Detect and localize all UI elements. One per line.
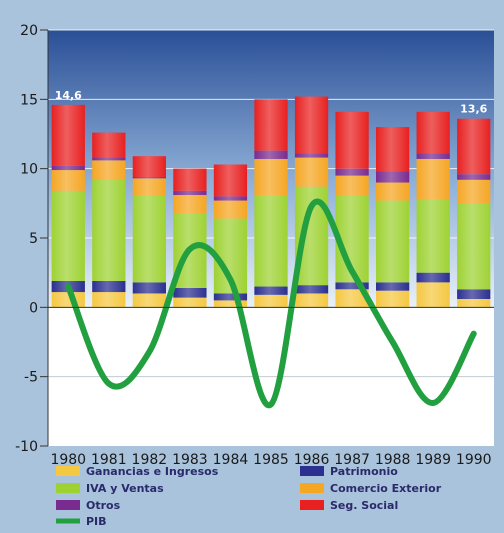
bar-stack-1990 bbox=[457, 118, 491, 308]
data-labels-group: 14,6 13,6 bbox=[55, 89, 488, 116]
legend-item-4: Otros bbox=[56, 499, 121, 512]
y-tick-label--5: -5 bbox=[24, 370, 38, 386]
bar-stack-1987 bbox=[335, 111, 369, 308]
pib-line bbox=[65, 198, 477, 409]
x-tick-label-1988: 1988 bbox=[375, 452, 411, 468]
y-tick-label-15: 15 bbox=[20, 92, 38, 108]
x-tick-label-1984: 1984 bbox=[213, 452, 249, 468]
legend-swatch-3 bbox=[300, 483, 324, 493]
pib-line-group bbox=[65, 198, 477, 409]
y-tick-label-5: 5 bbox=[29, 231, 38, 247]
bar-highlight-1987 bbox=[335, 111, 369, 308]
bar-highlight-1982 bbox=[132, 156, 166, 308]
x-tick-label-1987: 1987 bbox=[334, 452, 370, 468]
y-tick-label-20: 20 bbox=[20, 23, 38, 39]
legend-swatch-2 bbox=[56, 483, 80, 493]
bar-stack-1989 bbox=[416, 111, 450, 308]
bars-group bbox=[51, 96, 491, 308]
x-tick-label-1981: 1981 bbox=[91, 452, 127, 468]
legend-swatch-5 bbox=[300, 500, 324, 510]
bar-stack-1986 bbox=[294, 96, 329, 308]
bar-stack-1988 bbox=[376, 127, 410, 308]
legend-item-0: Ganancias e Ingresos bbox=[56, 465, 219, 478]
bar-stack-1985 bbox=[254, 99, 288, 308]
legend-label-4: Otros bbox=[86, 499, 121, 512]
bar-highlight-1981 bbox=[92, 132, 126, 308]
bar-highlight-1983 bbox=[173, 168, 207, 308]
x-tick-label-1980: 1980 bbox=[50, 452, 86, 468]
bar-highlight-1990 bbox=[457, 118, 491, 308]
legend-label-5: Seg. Social bbox=[330, 499, 398, 512]
legend-swatch-0 bbox=[56, 466, 80, 476]
y-tick-label-0: 0 bbox=[29, 300, 38, 316]
x-tick-label-1985: 1985 bbox=[253, 452, 289, 468]
legend-swatch-1 bbox=[300, 466, 324, 476]
x-tick-label-1982: 1982 bbox=[132, 452, 168, 468]
legend-item-3: Comercio Exterior bbox=[300, 482, 442, 495]
legend-item-1: Patrimonio bbox=[300, 465, 398, 478]
x-tick-label-1989: 1989 bbox=[415, 452, 451, 468]
legend-label-1: Patrimonio bbox=[330, 465, 398, 478]
x-tick-label-1986: 1986 bbox=[294, 452, 330, 468]
y-tick-label--10: -10 bbox=[15, 439, 38, 455]
data-label-1990: 13,6 bbox=[460, 103, 487, 116]
legend-item-6: PIB bbox=[56, 515, 107, 528]
data-label-1980: 14,6 bbox=[55, 89, 82, 102]
bar-stack-1982 bbox=[132, 156, 166, 308]
bar-highlight-1989 bbox=[416, 111, 450, 308]
bar-highlight-1988 bbox=[376, 127, 410, 308]
legend-swatch-4 bbox=[56, 500, 80, 510]
bar-stack-1980 bbox=[51, 104, 85, 308]
legend-label-0: Ganancias e Ingresos bbox=[86, 465, 219, 478]
x-tick-label-1983: 1983 bbox=[172, 452, 208, 468]
legend-label-2: IVA y Ventas bbox=[86, 482, 164, 495]
legend-item-5: Seg. Social bbox=[300, 499, 398, 512]
y-tick-label-10: 10 bbox=[20, 162, 38, 178]
legend-label-3: Comercio Exterior bbox=[330, 482, 442, 495]
bar-stack-1981 bbox=[92, 132, 126, 308]
legend-label-6: PIB bbox=[86, 515, 107, 528]
bar-stack-1983 bbox=[173, 168, 207, 308]
bar-highlight-1980 bbox=[51, 104, 85, 308]
x-tick-label-1990: 1990 bbox=[456, 452, 492, 468]
legend-item-2: IVA y Ventas bbox=[56, 482, 164, 495]
legend: Ganancias e Ingresos Patrimonio IVA y Vent… bbox=[56, 465, 442, 528]
bar-highlight-1985 bbox=[254, 99, 288, 308]
